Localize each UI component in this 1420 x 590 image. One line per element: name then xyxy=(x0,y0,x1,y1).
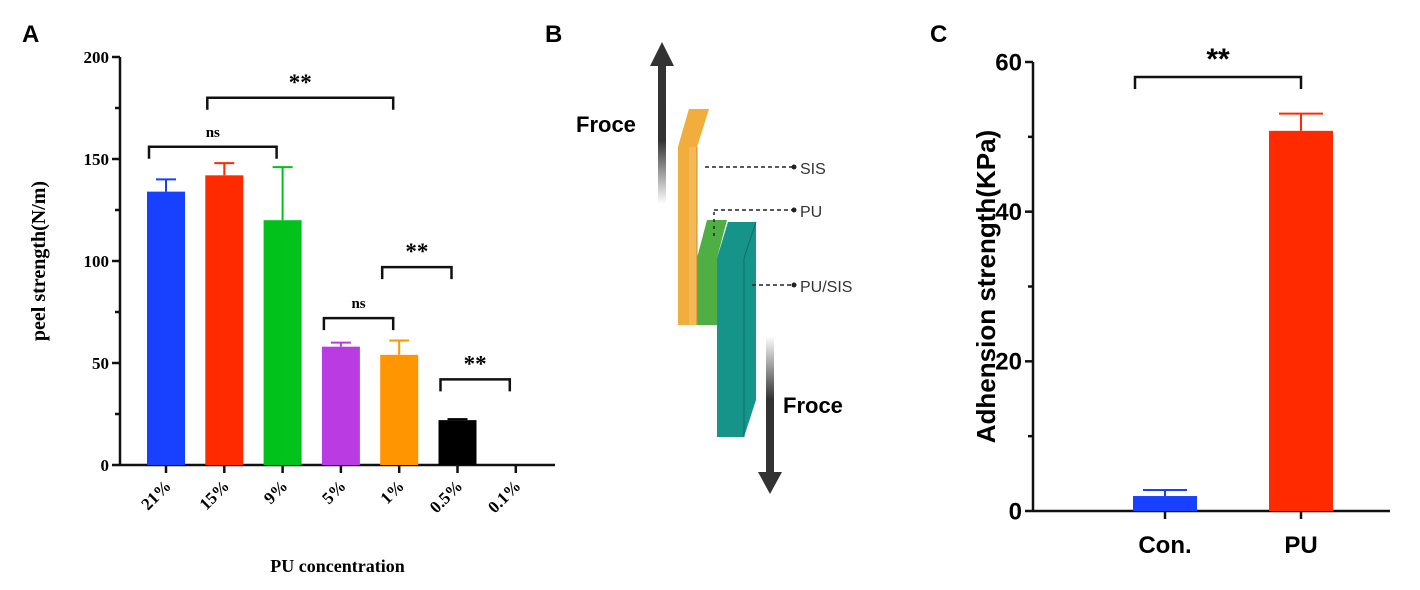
y-axis-label: peel strength(N/m) xyxy=(28,181,50,341)
chart-a-peel-strength: 0 50 100 150 200 21% 15% 9% 5% 1% 0.5% 0.1% ns ** ns **… xyxy=(28,48,555,576)
x-tick-label: Con. xyxy=(1138,532,1191,559)
x-tick-label: 21% xyxy=(137,476,174,513)
force-down-arrow-icon xyxy=(758,472,782,494)
significance-label: ns xyxy=(206,125,220,141)
panel-label-a: A xyxy=(22,21,39,48)
x-tick-label: 9% xyxy=(260,476,291,507)
pu-layer xyxy=(697,220,727,325)
significance-bracket xyxy=(380,265,453,280)
force-top-label: Froce xyxy=(576,112,636,137)
y-tick-label: 150 xyxy=(84,150,110,169)
significance-label: ** xyxy=(464,351,487,376)
bar xyxy=(263,220,302,465)
sis-layer xyxy=(689,109,709,325)
x-tick-label: PU xyxy=(1284,532,1317,559)
bar xyxy=(205,175,244,465)
y-tick-label: 40 xyxy=(995,199,1022,226)
sis-layer-side xyxy=(678,109,689,325)
x-tick-label: 0.1% xyxy=(484,476,524,516)
force-up-arrow-shaft xyxy=(658,62,666,204)
x-tick-label: 15% xyxy=(196,476,233,513)
bar xyxy=(380,354,419,465)
pu-sis-layer xyxy=(717,222,756,437)
bar xyxy=(321,346,360,465)
significance-label: ** xyxy=(1206,43,1230,76)
pu-sis-label: PU/SIS xyxy=(800,279,852,296)
sis-layer-top xyxy=(678,109,709,147)
chart-c-adhesion-strength: 0 20 40 60 Con. PU ** Adhension strength(KPa) xyxy=(971,43,1390,559)
panel-label-c: C xyxy=(930,21,947,48)
significance-bracket xyxy=(322,316,395,331)
x-tick-label: 5% xyxy=(318,476,349,507)
y-tick-label: 50 xyxy=(92,354,109,373)
significance-bracket xyxy=(206,96,395,110)
panel-label-b: B xyxy=(545,21,562,48)
bar xyxy=(1133,496,1197,511)
y-axis-label: Adhension strength(KPa) xyxy=(971,130,1001,443)
diagram-b-lap-shear: Froce Froce SIS PU PU/SIS xyxy=(576,42,852,494)
significance-bracket xyxy=(439,378,512,392)
y-tick-label: 60 xyxy=(995,49,1022,76)
x-tick-label: 1% xyxy=(377,476,408,507)
significance-label: ** xyxy=(405,239,428,264)
force-bottom-label: Froce xyxy=(783,393,843,418)
y-tick-label: 20 xyxy=(995,349,1022,376)
bar xyxy=(1269,130,1333,511)
y-tick-label: 0 xyxy=(101,456,110,475)
bar xyxy=(438,420,477,465)
bar xyxy=(147,191,185,465)
significance-bracket xyxy=(147,145,278,159)
x-tick-label: 0.5% xyxy=(426,476,466,516)
pu-label: PU xyxy=(800,204,822,221)
force-down-arrow-shaft xyxy=(766,336,774,476)
x-axis-label: PU concentration xyxy=(270,556,404,576)
y-tick-label: 100 xyxy=(84,252,110,271)
y-tick-label: 200 xyxy=(84,48,110,67)
sis-label: SIS xyxy=(800,161,826,178)
significance-bracket xyxy=(1133,75,1303,89)
y-tick-label: 0 xyxy=(1009,498,1022,525)
force-up-arrow-icon xyxy=(650,42,674,66)
significance-label: ** xyxy=(289,70,312,95)
significance-label: ns xyxy=(351,296,365,312)
